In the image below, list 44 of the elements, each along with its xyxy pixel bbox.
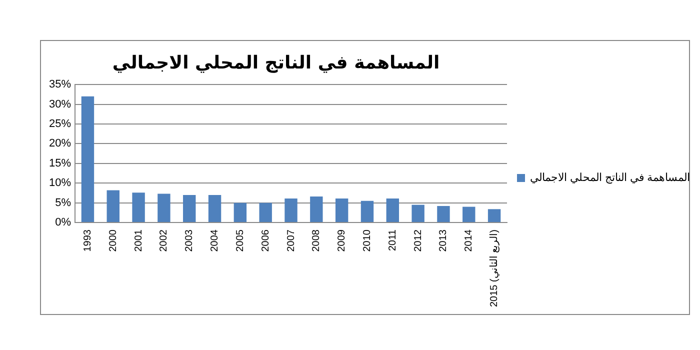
bar	[488, 209, 501, 222]
y-tick-label: 20%	[48, 138, 72, 150]
y-tick-label: 0%	[55, 216, 72, 229]
x-tick-label: 2008	[311, 229, 322, 252]
bar	[158, 194, 170, 222]
bar	[132, 192, 145, 222]
y-tick-label: 30%	[48, 98, 72, 110]
y-tick-label: 15%	[48, 157, 72, 170]
x-tick-label: 2015 (الربع الثاني)	[489, 230, 500, 308]
x-tick-label: 2000	[108, 229, 119, 252]
bar	[437, 206, 450, 222]
x-tick-label: 2003	[184, 229, 196, 252]
x-tick-label: 2004	[210, 229, 221, 252]
bar	[208, 194, 222, 222]
x-tick-label: 1993	[82, 229, 94, 252]
bar	[412, 204, 424, 222]
x-tick-label: 2011	[387, 229, 398, 252]
bar	[310, 196, 323, 222]
bar	[284, 198, 298, 222]
bar	[234, 202, 247, 222]
y-tick-label: 5%	[55, 196, 72, 209]
chart-title: المساهمة في الناتج المحلي الاجمالي	[112, 52, 440, 74]
bar	[259, 202, 272, 222]
bar	[335, 198, 348, 222]
bar	[462, 206, 476, 222]
x-tick-label: 2001	[133, 229, 144, 252]
x-tick-label: 2009	[336, 229, 348, 252]
x-tick-label: 2010	[362, 229, 373, 252]
bar	[81, 96, 94, 222]
y-tick-label: 25%	[48, 118, 72, 130]
x-tick-label: 2007	[286, 229, 297, 252]
y-tick-label: 10%	[48, 177, 72, 190]
bar	[106, 190, 120, 222]
bar	[183, 194, 196, 222]
x-tick-label: 2005	[234, 229, 246, 252]
x-tick-label: 2002	[158, 229, 170, 252]
x-tick-label: 2006	[260, 229, 272, 252]
bar	[360, 200, 374, 222]
x-tick-label: 2012	[412, 229, 424, 252]
y-tick-label: 35%	[48, 78, 72, 91]
legend-label: المساهمة في الناتج المحلي الاجمالي	[530, 171, 690, 184]
x-tick-label: 2013	[438, 229, 450, 252]
bar	[386, 198, 400, 222]
x-tick-label: 2014	[464, 229, 475, 252]
